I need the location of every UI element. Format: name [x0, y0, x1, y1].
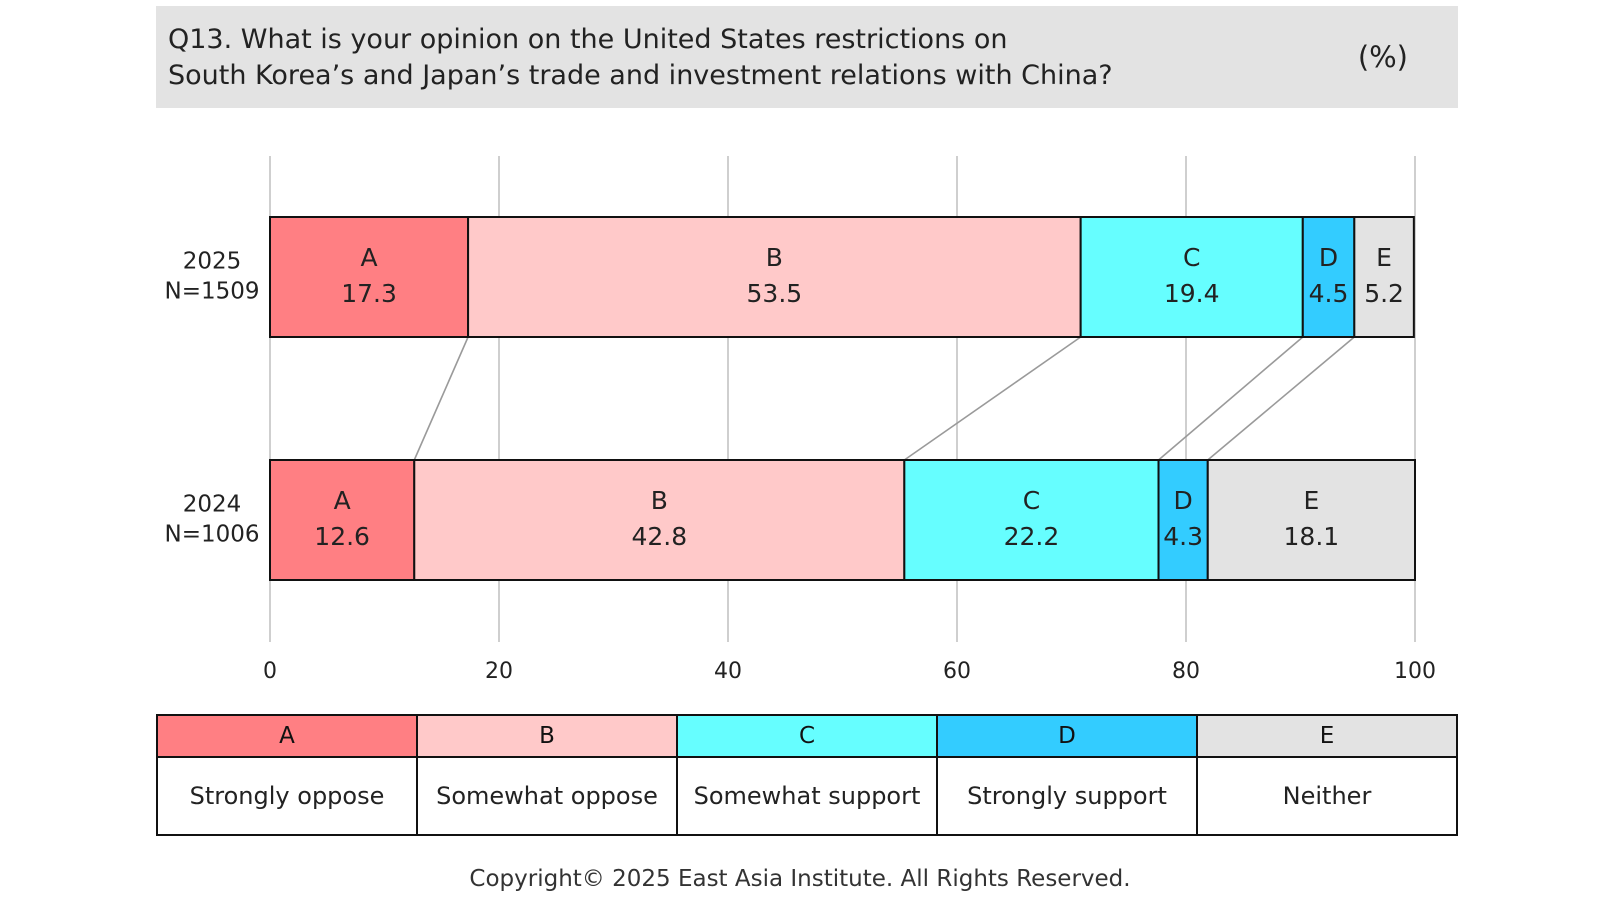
legend-key-c: C [678, 716, 936, 758]
x-tick-label: 60 [943, 659, 971, 684]
row-n-label: N=1509 [164, 279, 259, 305]
x-tick-label: 80 [1172, 659, 1200, 684]
segment-value-label: 42.8 [631, 522, 687, 551]
legend-label-c: Somewhat support [693, 782, 921, 810]
bar-segment-d [1157, 459, 1209, 581]
bar-segment-a [269, 216, 470, 338]
segment-value-label: 53.5 [747, 279, 803, 308]
segment-value-label: 4.3 [1163, 522, 1203, 551]
segment-key-label: A [360, 243, 377, 272]
connector-line [903, 336, 1082, 461]
legend-label-e: Neither [1282, 782, 1372, 810]
segment-key-label: B [651, 486, 668, 515]
connector-line [1207, 336, 1355, 461]
segment-value-label: 22.2 [1004, 522, 1060, 551]
segment-key-label: E [1376, 243, 1392, 272]
legend-column-d: D Strongly support [938, 716, 1198, 834]
segment-key-label: B [766, 243, 783, 272]
question-line-2: South Korea’s and Japan’s trade and inve… [168, 60, 1113, 91]
question-text: Q13. What is your opinion on the United … [168, 22, 1113, 94]
legend-label-b: Somewhat oppose [436, 782, 658, 810]
unit-label: (%) [1357, 40, 1408, 74]
segment-key-label: D [1319, 243, 1338, 272]
legend-column-e: E Neither [1198, 716, 1456, 834]
bar-segment-b [467, 216, 1082, 338]
stacked-bar-chart: 0 20 40 60 80 100 A 17.3 B 53.5 C 19.4 D 4.5 E 5.2 2025 N… [164, 156, 1436, 684]
connector-line [413, 336, 469, 461]
connector-line [1158, 336, 1304, 461]
legend-column-a: A Strongly oppose [158, 716, 418, 834]
legend-key-b: B [418, 716, 676, 758]
legend-key-e: E [1198, 716, 1456, 758]
legend-key-a: A [158, 716, 416, 758]
segment-value-label: 4.5 [1309, 279, 1349, 308]
segment-key-label: E [1303, 486, 1319, 515]
row-n-label: N=1006 [164, 522, 259, 548]
segment-value-label: 5.2 [1364, 279, 1404, 308]
question-line-1: Q13. What is your opinion on the United … [168, 24, 1008, 55]
x-tick-label: 100 [1394, 659, 1436, 684]
segment-value-label: 17.3 [341, 279, 397, 308]
legend-table: A Strongly oppose B Somewhat oppose C So… [156, 714, 1458, 836]
bar-segment-e [1206, 459, 1416, 581]
segment-value-label: 12.6 [314, 522, 370, 551]
x-tick-label: 40 [714, 659, 742, 684]
x-tick-label: 0 [263, 659, 277, 684]
question-header: Q13. What is your opinion on the United … [156, 6, 1458, 108]
bar-segment-e [1353, 216, 1415, 338]
segment-key-label: C [1023, 486, 1040, 515]
bar-segment-c [1079, 216, 1304, 338]
segment-key-label: D [1174, 486, 1193, 515]
copyright-footer: Copyright© 2025 East Asia Institute. All… [469, 866, 1131, 892]
row-year-label: 2025 [183, 249, 242, 275]
bar-segment-c [903, 459, 1160, 581]
legend-column-b: B Somewhat oppose [418, 716, 678, 834]
segment-key-label: A [334, 486, 351, 515]
legend-label-a: Strongly oppose [189, 782, 385, 810]
segment-key-label: C [1183, 243, 1200, 272]
bar-segment-a [269, 459, 416, 581]
legend-column-c: C Somewhat support [678, 716, 938, 834]
segment-value-label: 19.4 [1164, 279, 1220, 308]
legend-key-d: D [938, 716, 1196, 758]
legend-label-d: Strongly support [967, 782, 1167, 810]
bar-segment-b [413, 459, 906, 581]
x-tick-label: 20 [485, 659, 513, 684]
bar-segment-d [1301, 216, 1356, 338]
row-year-label: 2024 [183, 492, 242, 518]
segment-value-label: 18.1 [1284, 522, 1340, 551]
